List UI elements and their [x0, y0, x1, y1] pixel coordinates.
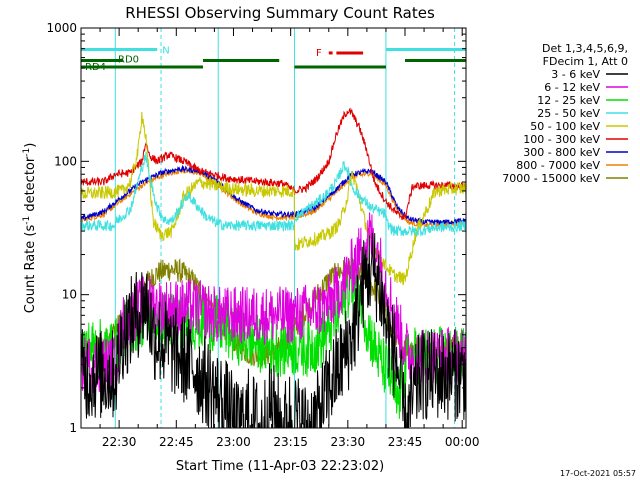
legend: Det 1,3,4,5,6,9,FDecim 1, Att 03 - 6 keV… — [502, 42, 628, 185]
series-line-50-100-kev — [81, 111, 466, 286]
x-tick-label-3: 23:15 — [273, 435, 308, 449]
y-tick-label-3: 1000 — [46, 21, 77, 35]
series-line-100-300-kev — [81, 107, 466, 221]
y-axis-label: Count Rate (s-1 detector-1) — [22, 143, 38, 314]
y-tick-label-0: 1 — [69, 421, 77, 435]
x-tick-label-6: 00:00 — [445, 435, 480, 449]
x-tick-label-0: 22:30 — [102, 435, 137, 449]
axes: 1 10 100 1000 22:30 22:45 23:00 23:15 23:30 23:45… — [46, 21, 479, 449]
chart-title: RHESSI Observing Summary Count Rates — [125, 4, 435, 22]
series-line-300-800-kev — [81, 164, 466, 226]
y-axis-label-pre: Count Rate (s — [23, 225, 38, 314]
legend-label-5: 100 - 300 keV — [523, 133, 600, 146]
legend-label-6: 300 - 800 keV — [523, 146, 600, 159]
flag-label-n: N — [162, 45, 169, 56]
x-tick-label-4: 23:30 — [331, 435, 366, 449]
plot-area: N RD0 RD4 F — [81, 28, 466, 428]
y-tick-label-2: 100 — [54, 154, 77, 168]
x-tick-label-2: 23:00 — [216, 435, 251, 449]
legend-label-2: 12 - 25 keV — [537, 94, 600, 107]
x-tick-label-1: 22:45 — [159, 435, 194, 449]
y-tick-label-1: 10 — [62, 288, 77, 302]
flag-label-rd4: RD4 — [85, 62, 106, 73]
legend-label-7: 800 - 7000 keV — [516, 159, 600, 172]
legend-header-line-0: Det 1,3,4,5,6,9, — [542, 42, 628, 55]
y-axis-label-mid: detector — [23, 156, 38, 216]
series-line-3-6-kev — [81, 232, 466, 428]
legend-label-0: 3 - 6 keV — [551, 68, 600, 81]
flag-label-f: F — [316, 48, 322, 59]
plot-frame — [80, 27, 467, 429]
y-axis-label-exp1: -1 — [22, 216, 32, 225]
series-line-800-7000-kev — [81, 166, 466, 230]
legend-label-1: 6 - 12 keV — [544, 81, 600, 94]
legend-label-3: 25 - 50 keV — [537, 107, 600, 120]
series-line-25-50-kev — [81, 151, 466, 237]
legend-header-line-1: FDecim 1, Att 0 — [543, 55, 628, 68]
flag-label-rd0: RD0 — [118, 55, 139, 66]
y-axis-label-exp2: -1 — [22, 148, 32, 157]
y-axis-label-post: ) — [23, 143, 38, 148]
x-tick-label-5: 23:45 — [388, 435, 423, 449]
footer-timestamp: 17-Oct-2021 05:57 — [560, 469, 636, 478]
x-axis-label: Start Time (11-Apr-03 22:23:02) — [176, 459, 384, 474]
legend-label-8: 7000 - 15000 keV — [502, 172, 600, 185]
plot-content — [81, 28, 466, 428]
legend-label-4: 50 - 100 keV — [530, 120, 600, 133]
